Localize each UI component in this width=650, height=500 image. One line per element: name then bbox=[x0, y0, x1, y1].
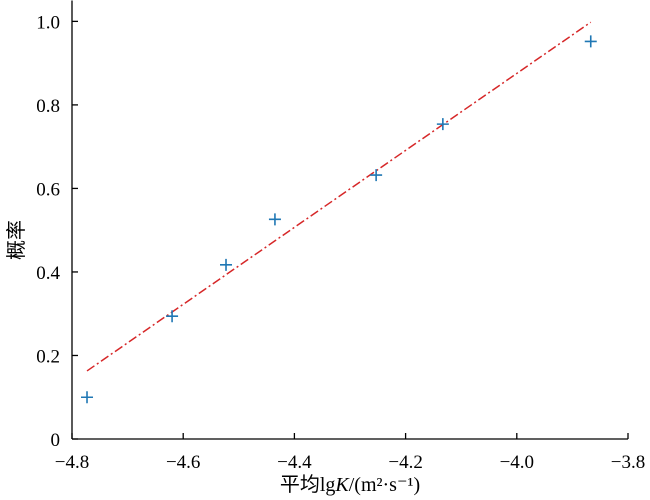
data-point-marker bbox=[436, 118, 449, 131]
plot-area bbox=[81, 21, 597, 404]
y-tick-label: 0.6 bbox=[36, 179, 60, 200]
x-tick-label: −4.6 bbox=[166, 452, 200, 473]
x-tick-label: −4.0 bbox=[500, 452, 534, 473]
data-point-marker bbox=[584, 35, 597, 48]
y-tick-label: 0.4 bbox=[36, 263, 60, 284]
y-tick-label: 0 bbox=[51, 430, 61, 451]
x-tick-label: −4.2 bbox=[388, 452, 422, 473]
data-point-marker bbox=[81, 391, 94, 404]
y-axis-label: 概率 bbox=[5, 220, 28, 260]
data-point-marker bbox=[268, 213, 281, 226]
y-tick-label: 0.2 bbox=[36, 346, 60, 367]
x-tick-label: −3.8 bbox=[611, 452, 645, 473]
data-point-marker bbox=[370, 169, 383, 182]
x-axis-label: 平均lgK/(m²·s⁻¹) bbox=[280, 473, 420, 496]
x-tick-label: −4.4 bbox=[277, 452, 312, 473]
x-tick-label: −4.8 bbox=[55, 452, 89, 473]
axes: −4.8 −4.6 −4.4 −4.2 −4.0 −3.8 0 0.2 0.4 0.6 0.8 1.0 bbox=[36, 0, 645, 473]
y-tick-label: 1.0 bbox=[36, 12, 60, 33]
y-tick-label: 0.8 bbox=[36, 96, 60, 117]
fit-line bbox=[86, 21, 592, 372]
data-point-marker bbox=[220, 258, 233, 271]
data-point-marker bbox=[166, 310, 179, 323]
